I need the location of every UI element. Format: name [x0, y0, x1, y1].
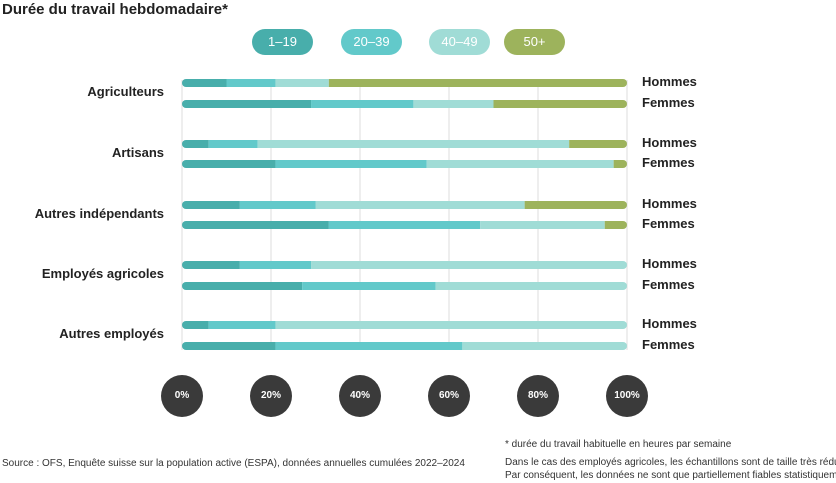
legend-item: 1–19 — [252, 29, 313, 55]
bar-row — [182, 201, 627, 209]
bar-segment-50+ — [524, 201, 627, 209]
bar-segment-1–19 — [182, 221, 329, 229]
category-label: Agriculteurs — [87, 84, 164, 99]
bar-segment-50+ — [613, 160, 627, 168]
bar-segment-1–19 — [182, 140, 209, 148]
bar-row — [182, 282, 627, 290]
bar-segment-1–19 — [182, 79, 227, 87]
bar-row — [182, 100, 627, 108]
x-tick-label: 80% — [517, 375, 559, 417]
bar-segment-1–19 — [182, 342, 276, 350]
bar-segment-40–49 — [275, 79, 329, 87]
sex-label: Femmes — [642, 337, 695, 352]
bar-segment-50+ — [493, 100, 627, 108]
legend-item: 40–49 — [429, 29, 490, 55]
x-tick-label: 20% — [250, 375, 292, 417]
bar-segment-20–39 — [226, 79, 276, 87]
bar-row — [182, 140, 627, 148]
bar-segment-40–49 — [413, 100, 494, 108]
bar-segment-1–19 — [182, 321, 209, 329]
bar-segment-40–49 — [275, 321, 627, 329]
sex-label: Femmes — [642, 216, 695, 231]
bar-segment-20–39 — [328, 221, 481, 229]
x-tick-label: 0% — [161, 375, 203, 417]
bar-segment-40–49 — [257, 140, 570, 148]
sex-label: Femmes — [642, 155, 695, 170]
sex-label: Hommes — [642, 74, 697, 89]
category-label: Autres employés — [59, 326, 164, 341]
sex-label: Hommes — [642, 135, 697, 150]
bar-segment-20–39 — [311, 100, 414, 108]
bar-row — [182, 79, 627, 87]
bar-segment-20–39 — [208, 321, 276, 329]
bar-segment-20–39 — [239, 201, 316, 209]
bar-row — [182, 160, 627, 168]
category-label: Artisans — [111, 145, 164, 160]
bar-segment-50+ — [328, 79, 627, 87]
source: Source : OFS, Enquête suisse sur la popu… — [2, 458, 465, 469]
x-tick-label: 40% — [339, 375, 381, 417]
chart-title: Durée du travail hebdomadaire* — [2, 1, 228, 18]
legend-item: 20–39 — [341, 29, 402, 55]
bar-segment-1–19 — [182, 100, 312, 108]
bar-segment-40–49 — [426, 160, 614, 168]
bar-segment-1–19 — [182, 282, 303, 290]
bar-segment-40–49 — [462, 342, 627, 350]
bar-segment-40–49 — [480, 221, 605, 229]
bar-row — [182, 321, 627, 329]
bar-segment-20–39 — [275, 160, 427, 168]
footnote: * durée du travail habituelle en heures … — [505, 439, 732, 450]
caveat-line-2: Par conséquent, les données ne sont que … — [505, 470, 836, 481]
bar-segment-1–19 — [182, 201, 240, 209]
bar-segment-40–49 — [315, 201, 525, 209]
bar-row — [182, 261, 627, 269]
bar-segment-40–49 — [435, 282, 627, 290]
bar-segment-50+ — [569, 140, 627, 148]
bar-segment-20–39 — [239, 261, 312, 269]
bar-segment-50+ — [604, 221, 627, 229]
sex-label: Hommes — [642, 196, 697, 211]
bar-segment-20–39 — [208, 140, 258, 148]
bar-row — [182, 221, 627, 229]
x-tick-label: 60% — [428, 375, 470, 417]
legend-item: 50+ — [504, 29, 565, 55]
sex-label: Femmes — [642, 95, 695, 110]
sex-label: Hommes — [642, 256, 697, 271]
bar-segment-1–19 — [182, 261, 240, 269]
bar-row — [182, 342, 627, 350]
x-tick-label: 100% — [606, 375, 648, 417]
category-label: Autres indépendants — [34, 206, 164, 221]
category-label: Employés agricoles — [41, 266, 164, 281]
bar-segment-20–39 — [302, 282, 436, 290]
caveat-line-1: Dans le cas des employés agricoles, les … — [505, 457, 836, 468]
bar-segment-1–19 — [182, 160, 276, 168]
bar-segment-20–39 — [275, 342, 463, 350]
bar-segment-40–49 — [311, 261, 627, 269]
sex-label: Hommes — [642, 316, 697, 331]
sex-label: Femmes — [642, 277, 695, 292]
